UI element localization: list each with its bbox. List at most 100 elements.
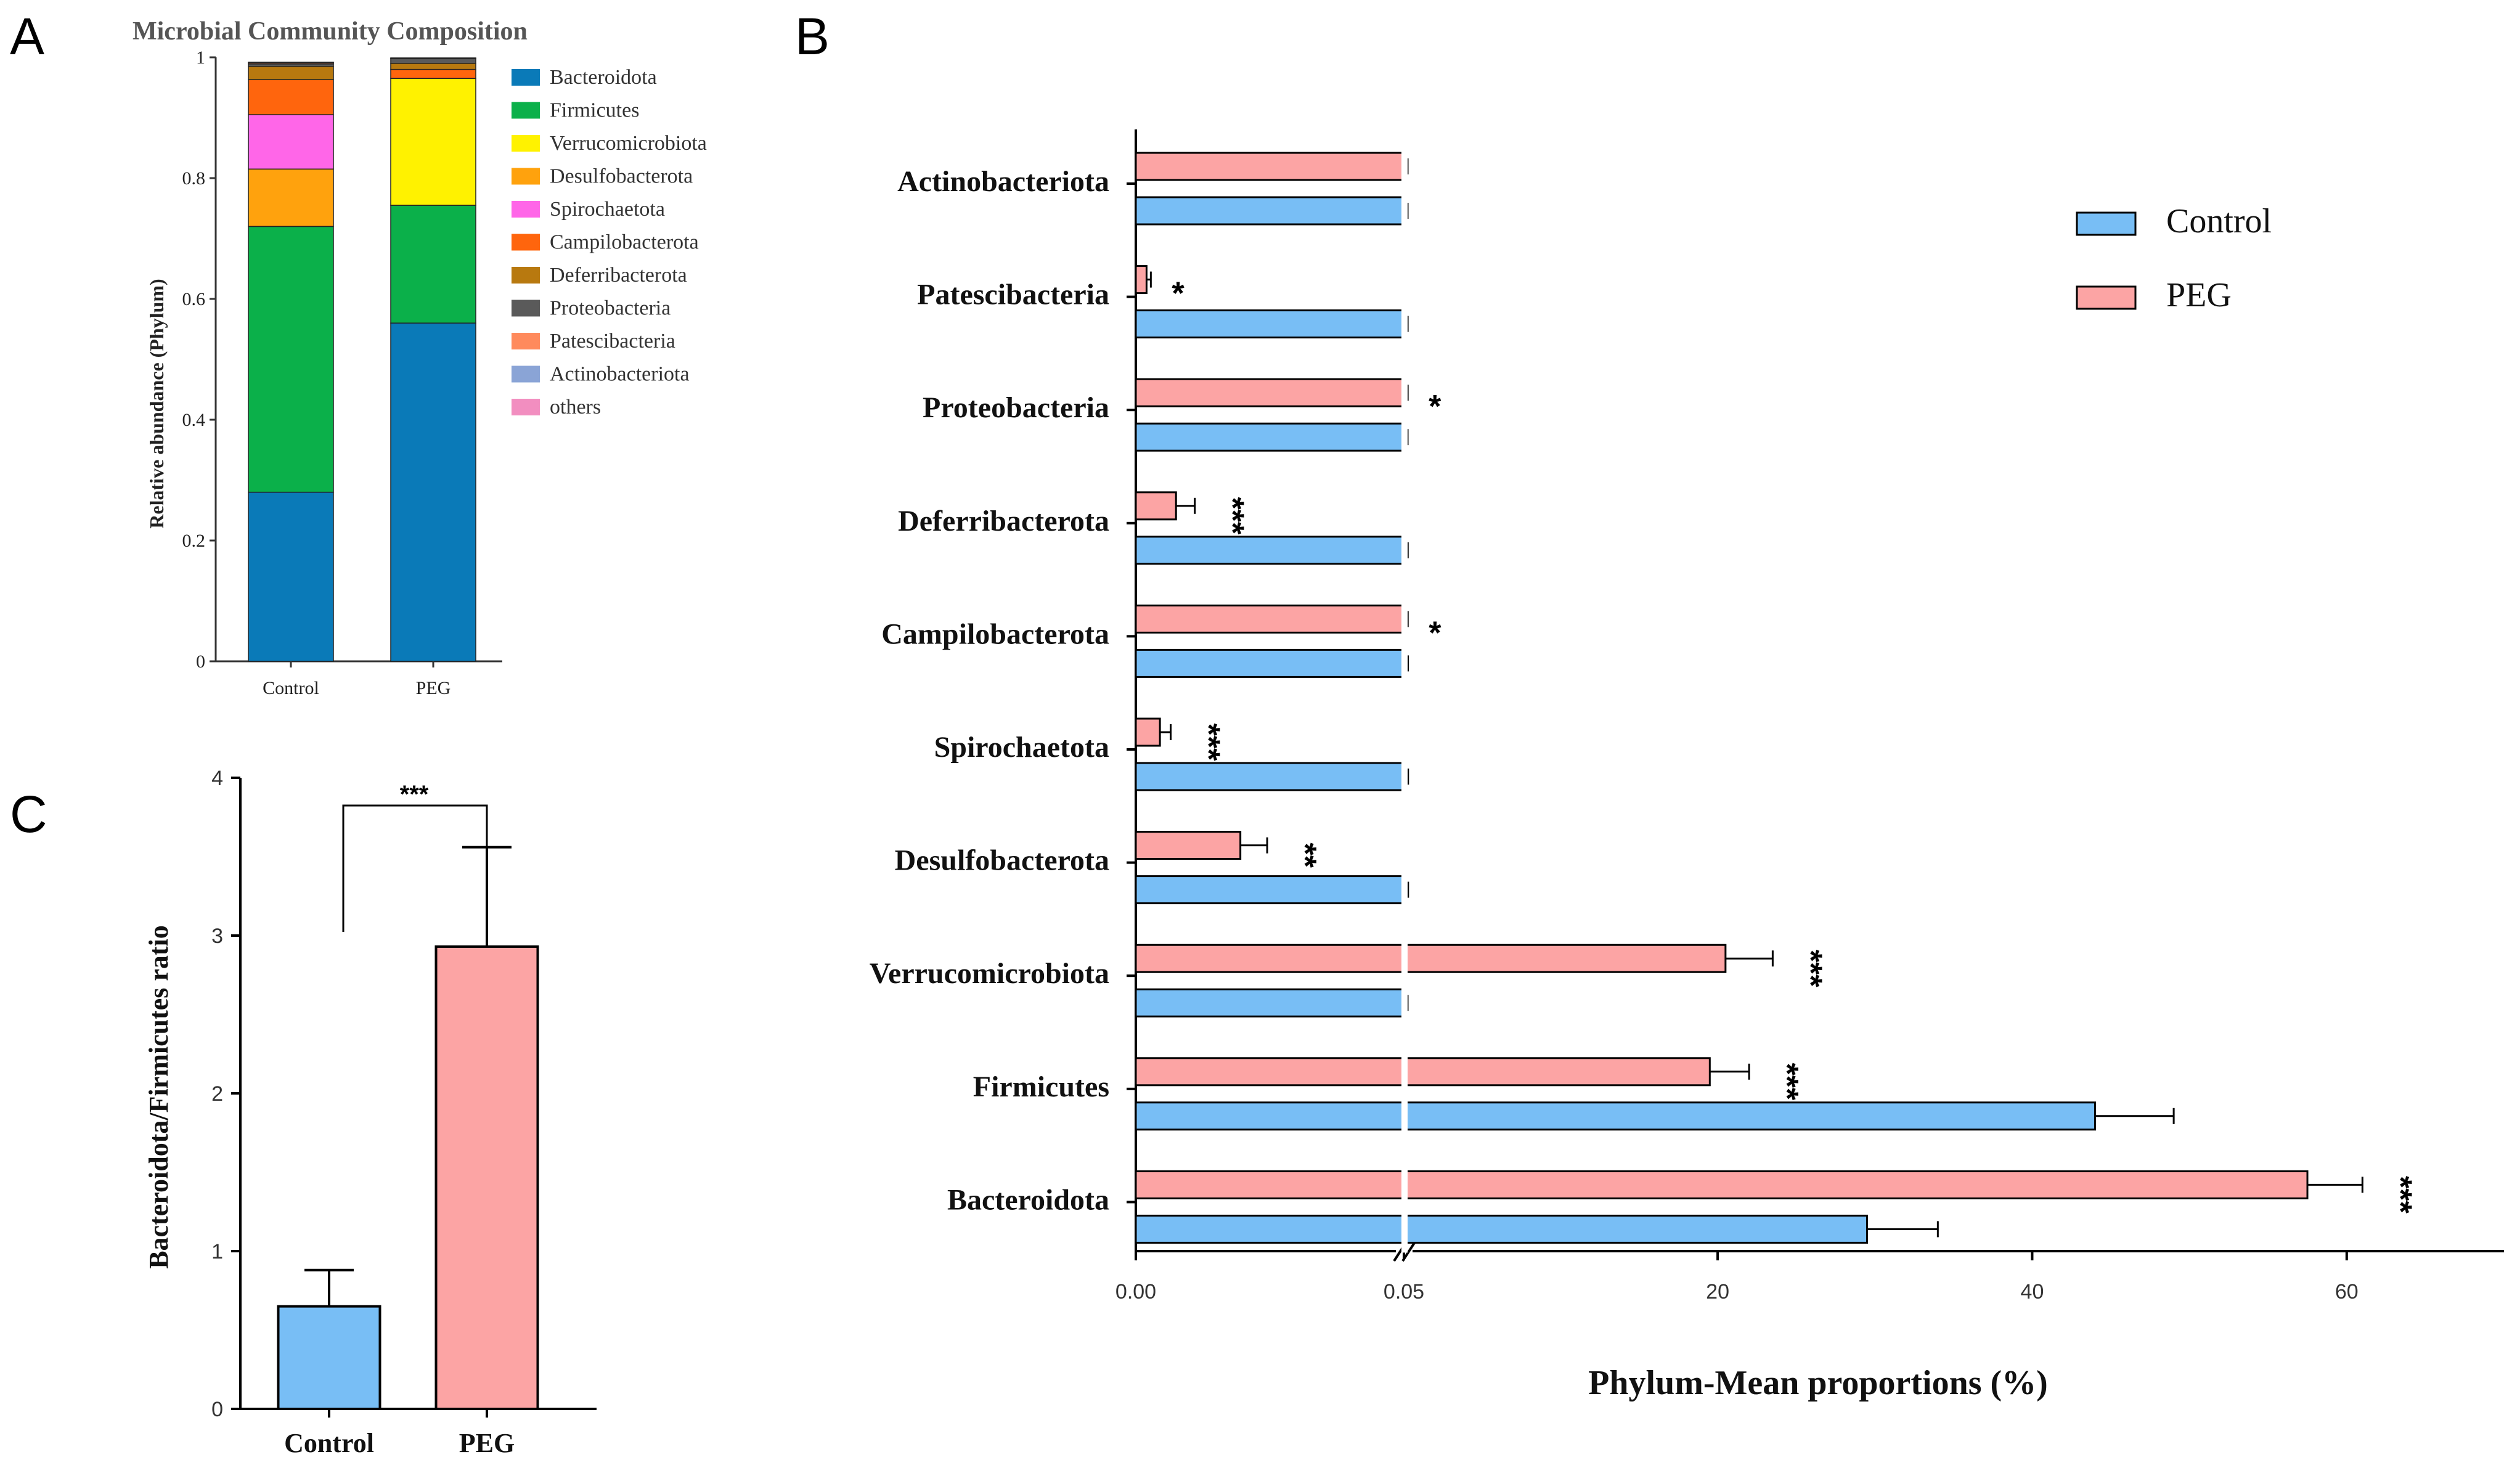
legend-swatch-spirochaetota [512,201,540,218]
panel-b-xtick-label: 0.05 [1384,1280,1424,1304]
panel-b-x-ticks: 0.00 0.05 20 40 60 [1115,1251,2359,1304]
panel-c-ytick-label: 1 [211,1240,223,1263]
bar-control [277,1305,381,1411]
legend-swatch-verrucomicrobiota [512,135,540,152]
segment-peg-verrucomicrobiota [390,78,476,206]
significance-desulfobacterota: ** [1287,843,1323,868]
panel-a-y-ticks: 0 0.2 0.4 0.6 0.8 1 [182,47,216,672]
segment-control-deferribacterota [248,65,334,81]
category-label-deferribacterota: Deferribacterota [898,505,1109,537]
legend-label-verrucomicrobiota: Verrucomicrobiota [550,132,707,155]
bar-deferribacterota-peg [1135,491,1177,521]
axis-break-gap [1401,259,1408,348]
legend-label-actinobacteriota: Actinobacteriota [550,363,690,386]
panel-a-ytick-label: 0.4 [182,410,206,430]
segment-peg-firmicutes [390,205,476,324]
axis-break-gap [1401,373,1408,461]
legend-label-control: Control [2166,202,2272,240]
significance-firmicutes: *** [1769,1063,1804,1100]
panel-c-ytick-label: 3 [211,924,223,948]
legend-swatch-actinobacteriota [512,365,540,383]
bar-desulfobacterota-control [1135,875,1406,905]
bar-bacteroidota-control [1135,1214,1869,1244]
panel-a-ylabel: Relative abundance (Phylum) [145,279,168,528]
category-label-patescibacteria: Patescibacteria [917,279,1109,311]
bar-spirochaetota-control [1135,762,1406,791]
significance-deferribacterota: *** [1215,497,1250,534]
bar-campilobacterota-peg [1135,604,1405,634]
segment-control-bacteroidota [248,491,334,662]
panel-a-ytick-label: 0.2 [182,531,206,551]
category-label-actinobacteriota: Actinobacteriota [897,165,1109,198]
category-label-campilobacterota: Campilobacterota [881,618,1109,650]
panel-c-ylabel: Bacteroidota/Firmicutes ratio [144,925,174,1269]
legend-swatch-peg [2076,285,2137,310]
panel-c-xtick-label: Control [284,1428,374,1458]
bar-proteobacteria-peg [1135,378,1405,407]
axis-break-gap [1401,147,1408,234]
bar-verrucomicrobiota-control [1135,988,1405,1018]
panel-a-ytick-label: 0.6 [182,289,206,309]
panel-letter-a: A [10,7,44,65]
bar-firmicutes-peg [1135,1057,1711,1087]
bar-desulfobacterota-peg [1135,831,1242,860]
axis-break-gap [1401,939,1408,1027]
segment-control-desulfobacterota [248,168,334,227]
bar-bacteroidota-peg [1135,1170,2309,1199]
bar-spirochaetota-peg [1135,717,1161,747]
panel-a-bars [248,57,476,662]
category-label-verrucomicrobiota: Verrucomicrobiota [870,957,1109,990]
bar-verrucomicrobiota-peg [1135,944,1727,973]
legend-swatch-bacteroidota [512,69,540,86]
panel-a-xtick-label: Control [263,678,319,698]
legend-label-campilobacterota: Campilobacterota [550,231,699,254]
panel-b-horizontal-chart: 0.00 0.05 20 40 60 Phylum-Mean proportions (… [870,129,2504,1402]
panel-c-xtick-label: PEG [459,1428,515,1458]
panel-a-ytick-label: 0 [196,651,205,672]
panel-a-x-ticks: Control PEG [263,661,451,698]
bar-deferribacterota-control [1135,536,1405,565]
axis-break-gap [1401,1165,1408,1253]
bar-actinobacteriota-peg [1135,152,1405,181]
axis-break-gap [1401,712,1408,800]
legend-label-desulfobacterota: Desulfobacterota [550,165,693,188]
segment-peg-proteobacteria [390,58,476,64]
segment-peg-deferribacterota [390,63,476,70]
panel-c-bars [277,846,539,1411]
panel-c-significance: *** [400,781,429,808]
panel-a-ytick-label: 1 [196,47,205,68]
legend-swatch-proteobacteria [512,300,540,317]
panel-b-xlabel: Phylum-Mean proportions (%) [1588,1364,2048,1402]
bar-patescibacteria-peg [1135,265,1148,295]
legend-label-spirochaetota: Spirochaetota [550,198,665,221]
panel-a-ytick-label: 0.8 [182,168,206,189]
significance-bacteroidota: *** [2382,1176,2418,1214]
category-label-spirochaetota: Spirochaetota [934,731,1109,764]
legend-label-others: others [550,396,601,418]
segment-control-firmicutes [248,226,334,493]
panel-b-xtick-label: 0.00 [1115,1280,1156,1304]
segment-peg-bacteroidota [390,322,476,662]
legend-swatch-campilobacterota [512,234,540,251]
legend-swatch-deferribacterota [512,267,540,284]
panel-a-xtick-label: PEG [416,678,451,698]
axis-break-gap [1401,486,1408,574]
bar-proteobacteria-control [1135,422,1405,452]
legend-swatch-firmicutes [512,102,540,119]
category-label-desulfobacterota: Desulfobacterota [895,844,1109,877]
axis-break-gap [1401,599,1408,687]
panel-letter-b: B [795,7,830,65]
significance-patescibacteria: * [1172,276,1185,312]
category-label-proteobacteria: Proteobacteria [923,391,1109,424]
legend-swatch-desulfobacterota [512,168,540,185]
legend-swatch-patescibacteria [512,333,540,349]
axis-break-gap [1401,825,1408,913]
legend-label-firmicutes: Firmicutes [550,99,639,122]
category-label-firmicutes: Firmicutes [973,1071,1109,1103]
legend-label-patescibacteria: Patescibacteria [550,330,675,353]
bar-firmicutes-control [1135,1101,2097,1131]
axis-break-gap [1401,1051,1408,1140]
legend-swatch-control [2076,211,2137,236]
panel-c-ytick-label: 4 [211,767,223,790]
